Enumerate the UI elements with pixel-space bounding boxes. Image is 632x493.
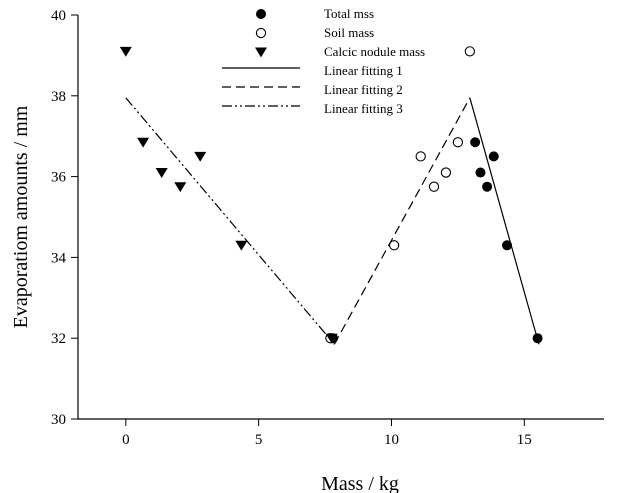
x-tick-label: 15: [517, 432, 532, 448]
legend: Total mss Soil mass Calcic nodule mass Line…: [222, 6, 425, 116]
data-point: [325, 333, 338, 344]
legend-marker: [255, 27, 267, 39]
legend-marker: [256, 9, 266, 19]
y-tick-label: 40: [51, 8, 66, 24]
x-tick-label: 5: [255, 432, 263, 448]
data-point: [235, 240, 248, 251]
y-tick-label: 36: [51, 170, 67, 186]
legend-label: Linear fitting 2: [324, 82, 403, 97]
legend-label: Soil mass: [324, 25, 374, 40]
data-point: [470, 137, 481, 148]
y-tick-label: 32: [51, 331, 66, 347]
data-point: [174, 182, 187, 193]
data-point: [137, 137, 150, 148]
y-tick-label: 30: [51, 412, 66, 428]
fit-lines: [125, 97, 540, 345]
fit-line: [469, 97, 540, 345]
legend-label: Calcic nodule mass: [324, 44, 425, 59]
x-axis-title: Mass / kg: [321, 473, 399, 493]
axes: 0 5 10 15 30 32 34 36 38 40: [51, 8, 604, 448]
y-axis-title: Evaporatiom amounts / mm: [10, 105, 32, 328]
legend-label: Linear fitting 3: [324, 101, 403, 116]
legend-label: Total mss: [324, 6, 374, 21]
data-point: [440, 167, 452, 178]
data-point: [475, 167, 486, 178]
fit-line: [125, 97, 335, 345]
data-point: [119, 46, 132, 57]
data-point: [428, 181, 440, 192]
data-point: [502, 240, 513, 251]
data-points: [119, 46, 543, 344]
fit-line: [333, 97, 471, 345]
data-point: [464, 46, 475, 57]
data-point: [488, 151, 499, 162]
data-point: [532, 333, 543, 344]
x-tick-label: 10: [384, 432, 399, 448]
legend-marker: [255, 47, 267, 58]
y-tick-label: 38: [51, 89, 66, 105]
legend-label: Linear fitting 1: [324, 63, 403, 78]
x-tick-label: 0: [122, 432, 130, 448]
data-point: [482, 181, 493, 192]
data-point: [194, 151, 207, 162]
data-point: [155, 168, 168, 178]
y-tick-label: 34: [51, 250, 67, 266]
data-point: [415, 151, 426, 162]
data-point: [452, 137, 464, 148]
data-point: [388, 240, 400, 251]
